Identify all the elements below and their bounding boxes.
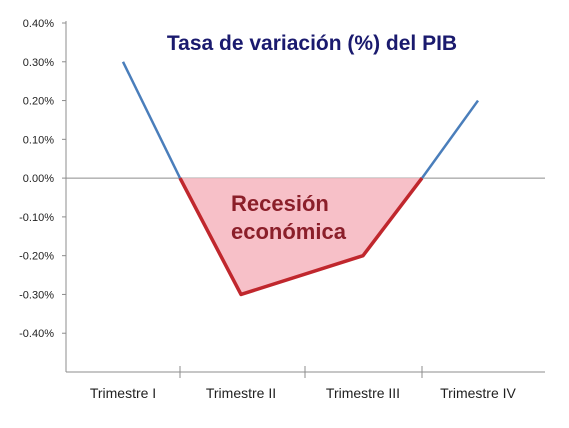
y-tick-label: -0.20%: [19, 251, 54, 263]
annotation-label: Recesión: [231, 191, 329, 216]
chart-title: Tasa de variación (%) del PIB: [167, 32, 457, 55]
x-tick-label: Trimestre III: [326, 385, 400, 401]
series-line-segment: [420, 99, 480, 179]
y-tick-label: 0.30%: [23, 57, 54, 69]
recession-area: [180, 178, 422, 295]
y-tick-label: 0.40%: [23, 18, 54, 30]
x-tick-label: Trimestre II: [206, 385, 276, 401]
y-tick-label: -0.10%: [19, 212, 54, 224]
series-line-segment: [121, 61, 182, 179]
annotation-label: económica: [231, 219, 347, 244]
y-tick-label: -0.40%: [19, 328, 54, 340]
y-tick-label: 0.00%: [23, 173, 54, 185]
x-tick-label: Trimestre I: [90, 385, 156, 401]
y-tick-label: 0.20%: [23, 96, 54, 108]
x-tick-label: Trimestre IV: [440, 385, 516, 401]
recession-line: [178, 177, 424, 297]
y-tick-label: -0.30%: [19, 289, 54, 301]
y-tick-label: 0.10%: [23, 134, 54, 146]
